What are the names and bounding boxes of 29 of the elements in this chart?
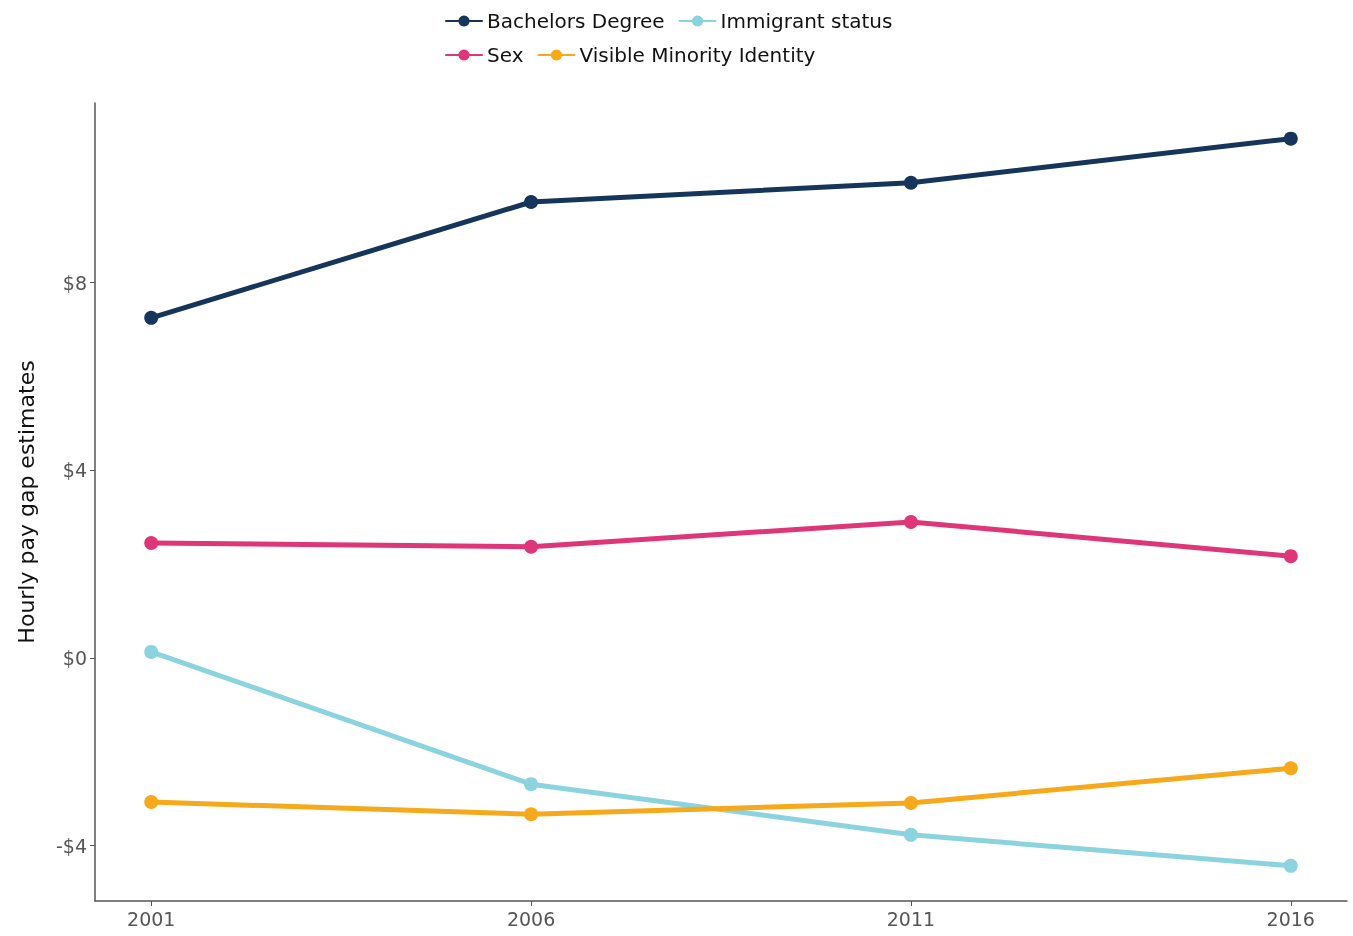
point: [144, 310, 159, 325]
point: [903, 827, 918, 842]
point: [144, 536, 159, 551]
point: [524, 194, 539, 209]
legend-label: Sex: [487, 43, 524, 67]
point: [1283, 761, 1298, 776]
point: [524, 539, 539, 554]
x-tick-label: 2016: [1266, 907, 1315, 930]
legend-label: Immigrant status: [720, 9, 893, 33]
point: [524, 807, 539, 822]
y-axis-title: Hourly pay gap estimates: [13, 360, 39, 644]
y-tick-label: -$4: [55, 834, 87, 857]
x-tick-label: 2006: [506, 907, 556, 930]
legend-label: Visible Minority Identity: [579, 43, 816, 67]
point: [903, 175, 918, 190]
point: [903, 795, 918, 810]
point: [144, 795, 159, 810]
y-tick-label: $4: [62, 459, 87, 482]
legend-label: Bachelors Degree: [487, 9, 665, 33]
point: [903, 514, 918, 529]
point: [524, 777, 539, 792]
point: [1283, 549, 1298, 564]
x-tick-label: 2011: [886, 907, 936, 930]
point: [1283, 131, 1298, 146]
y-tick-label: $8: [62, 271, 87, 294]
point: [1283, 858, 1298, 873]
point: [144, 644, 159, 659]
y-tick-label: $0: [62, 646, 87, 669]
x-tick-label: 2001: [127, 907, 176, 930]
